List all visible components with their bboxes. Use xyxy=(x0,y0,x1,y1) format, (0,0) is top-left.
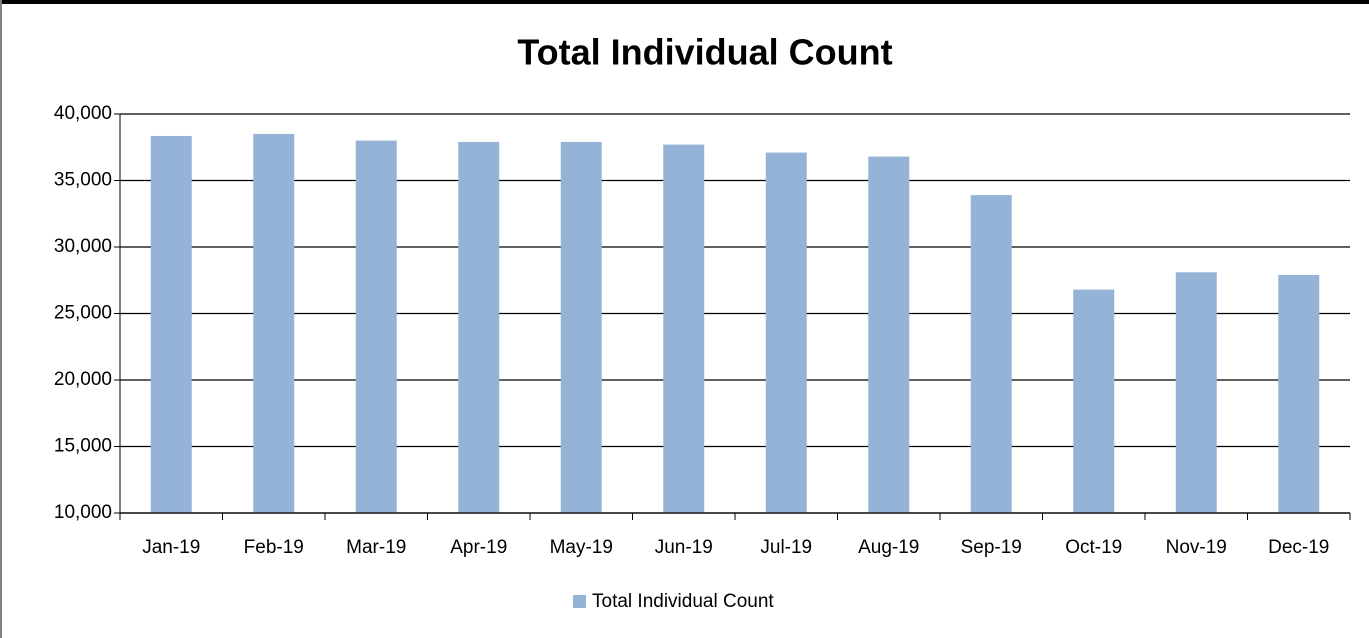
y-tick-label: 25,000 xyxy=(54,303,112,324)
bar xyxy=(253,133,295,513)
x-tick-label: Jun-19 xyxy=(655,537,713,558)
bar xyxy=(560,141,602,513)
left-border xyxy=(0,0,2,638)
bar xyxy=(1073,289,1115,513)
x-tick-label: Aug-19 xyxy=(858,537,919,558)
chart-title: Total Individual Count xyxy=(517,32,892,73)
y-tick-label: 15,000 xyxy=(54,436,112,457)
x-tick-label: Jan-19 xyxy=(142,537,200,558)
y-tick-label: 10,000 xyxy=(54,502,112,523)
x-tick-label: Sep-19 xyxy=(961,537,1022,558)
y-tick-label: 30,000 xyxy=(54,236,112,257)
bar xyxy=(765,152,807,513)
x-tick-label: Oct-19 xyxy=(1065,537,1122,558)
legend-label: Total Individual Count xyxy=(592,591,774,612)
bar xyxy=(1175,272,1217,513)
y-tick-label: 20,000 xyxy=(54,369,112,390)
x-tick-label: Jul-19 xyxy=(760,537,812,558)
y-tick-label: 40,000 xyxy=(54,103,112,124)
bar xyxy=(970,195,1012,513)
bar xyxy=(663,144,705,513)
x-tick-label: Feb-19 xyxy=(244,537,304,558)
top-border xyxy=(0,0,1369,4)
x-tick-label: May-19 xyxy=(550,537,613,558)
x-tick-label: Nov-19 xyxy=(1166,537,1227,558)
x-tick-label: Apr-19 xyxy=(450,537,507,558)
x-tick-label: Dec-19 xyxy=(1268,537,1329,558)
bar xyxy=(355,140,397,513)
y-tick-label: 35,000 xyxy=(54,170,112,191)
bar xyxy=(458,141,500,513)
x-tick-label: Mar-19 xyxy=(346,537,406,558)
legend-swatch xyxy=(573,595,586,608)
bar xyxy=(868,156,910,513)
bar xyxy=(150,135,192,513)
bar xyxy=(1278,274,1320,513)
